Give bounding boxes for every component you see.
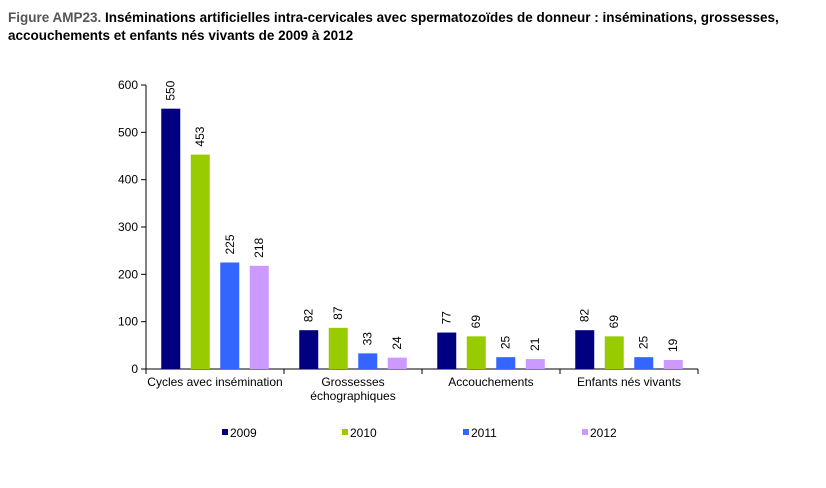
legend-label: 2010: [350, 426, 377, 440]
x-tick-label: Enfants nés vivants: [577, 375, 681, 389]
legend-swatch: [463, 429, 469, 435]
data-label: 225: [223, 234, 237, 254]
bar: [358, 353, 378, 369]
legend-label: 2012: [590, 426, 617, 440]
bar: [299, 330, 319, 369]
data-label: 550: [164, 80, 178, 100]
legend-swatch: [582, 429, 588, 435]
bar: [220, 262, 240, 369]
x-tick-label: Grossesses: [321, 375, 384, 389]
data-label: 453: [193, 126, 207, 146]
data-label: 24: [390, 336, 404, 350]
y-tick-label: 100: [118, 315, 138, 329]
figure-title-text: Inséminations artificielles intra-cervic…: [8, 10, 779, 43]
bar: [575, 330, 595, 369]
x-tick-label: Cycles avec insémination: [147, 375, 282, 389]
bar: [190, 154, 210, 369]
data-label: 25: [637, 335, 651, 349]
figure-title: Figure AMP23. Inséminations artificielle…: [8, 9, 823, 45]
y-tick-label: 600: [118, 78, 138, 92]
data-label: 19: [666, 338, 680, 352]
bar: [249, 265, 269, 369]
data-label: 82: [578, 309, 592, 323]
legend-label: 2011: [471, 426, 497, 440]
data-label: 69: [469, 315, 483, 329]
data-label: 69: [607, 315, 621, 329]
x-tick-label: Accouchements: [448, 375, 533, 389]
bar: [437, 332, 457, 369]
figure-number: Figure AMP23.: [8, 10, 102, 25]
data-label: 87: [331, 306, 345, 320]
legend-swatch: [342, 429, 348, 435]
data-label: 218: [252, 237, 266, 257]
bar: [634, 357, 654, 369]
x-tick-label: échographiques: [310, 389, 395, 403]
bar: [161, 108, 181, 370]
y-tick-label: 200: [118, 267, 138, 281]
bar: [604, 336, 624, 369]
data-label: 82: [302, 309, 316, 323]
bar: [387, 357, 407, 369]
data-label: 25: [499, 335, 513, 349]
data-label: 77: [440, 311, 454, 325]
y-tick-label: 0: [131, 362, 138, 376]
data-label: 33: [361, 332, 375, 346]
legend-swatch: [222, 429, 228, 435]
bar: [525, 359, 545, 369]
bar: [663, 360, 683, 369]
y-tick-label: 400: [118, 173, 138, 187]
legend-label: 2009: [230, 426, 257, 440]
bar: [466, 336, 486, 369]
y-tick-label: 300: [118, 220, 138, 234]
y-tick-label: 500: [118, 125, 138, 139]
bar: [328, 327, 348, 369]
data-label: 21: [528, 337, 542, 351]
bar: [496, 357, 516, 369]
